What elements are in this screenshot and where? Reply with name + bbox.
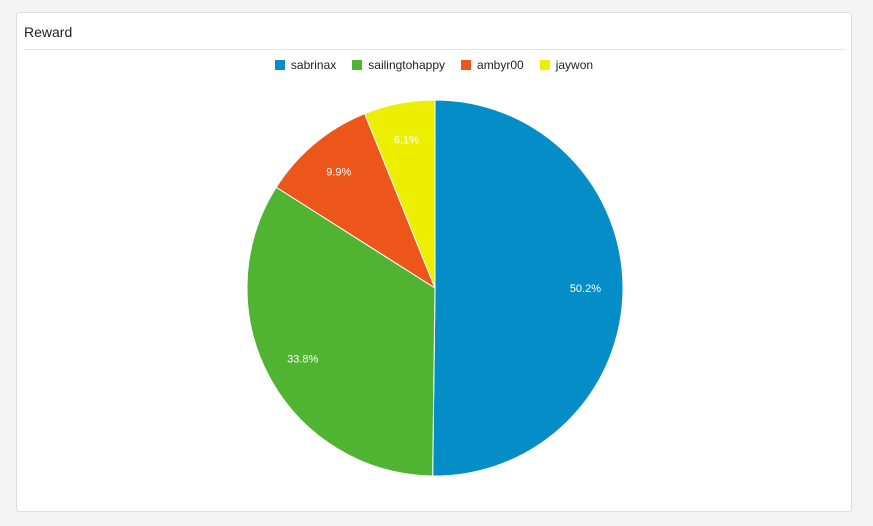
legend-swatch-sailingtohappy — [352, 60, 363, 70]
chart-card: Reward sabrinax sailingtohappy ambyr00 j… — [16, 12, 852, 512]
legend-label-jaywon: jaywon — [555, 58, 594, 72]
legend-swatch-ambyr00 — [461, 60, 472, 70]
slice-value-label-sailingtohappy: 33.8% — [287, 354, 318, 366]
slice-value-label-jaywon: 6.1% — [394, 134, 419, 146]
legend-swatch-jaywon — [539, 60, 550, 70]
pie-chart: 50.2% 33.8% 9.9% 6.1% — [246, 99, 624, 477]
slice-value-label-sabrinax: 50.2% — [570, 283, 601, 295]
pie-slice-ambyr00[interactable] — [275, 112, 437, 290]
slice-value-label-ambyr00: 9.9% — [326, 166, 351, 178]
chart-title: Reward — [24, 24, 73, 40]
legend-item-sabrinax[interactable]: sabrinax — [274, 58, 337, 72]
legend-item-ambyr00[interactable]: ambyr00 — [461, 58, 524, 72]
pie-slice-sailingtohappy[interactable] — [246, 186, 436, 477]
pie-slice-sabrinax[interactable] — [432, 99, 624, 477]
legend-swatch-sabrinax — [274, 60, 285, 70]
pie-slice-jaywon[interactable] — [364, 99, 436, 289]
legend-item-sailingtohappy[interactable]: sailingtohappy — [352, 58, 445, 72]
legend-label-ambyr00: ambyr00 — [477, 58, 524, 72]
legend-item-jaywon[interactable]: jaywon — [539, 58, 594, 72]
legend-label-sabrinax: sabrinax — [290, 58, 337, 72]
title-divider — [23, 49, 845, 50]
legend-label-sailingtohappy: sailingtohappy — [368, 58, 446, 72]
chart-legend: sabrinax sailingtohappy ambyr00 jaywon — [17, 57, 851, 73]
